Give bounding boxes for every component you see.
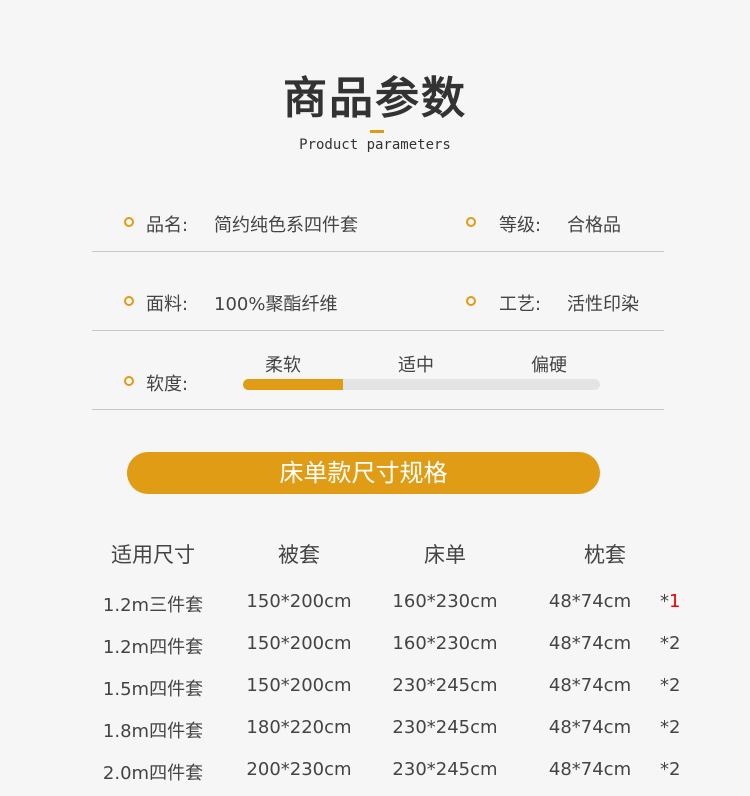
softness-level-hard: 偏硬 (531, 355, 567, 376)
param-value: 活性印染 (567, 294, 639, 315)
table-cell: 48*74cm (548, 675, 632, 696)
param-value: 合格品 (567, 215, 621, 236)
count-value: 2 (669, 633, 681, 654)
table-header: 枕套 (584, 543, 626, 567)
param-value: 简约纯色系四件套 (214, 215, 358, 236)
multiply-sign: * (660, 591, 669, 612)
divider (92, 409, 664, 410)
table-cell: 180*220cm (246, 717, 352, 738)
table-cell: 48*74cm (548, 633, 632, 654)
bullet-icon (124, 376, 134, 386)
table-cell: 2.0m四件套 (102, 763, 204, 784)
count-value: 2 (669, 717, 681, 738)
param-label: 面料: (146, 294, 189, 315)
bullet-icon (466, 217, 476, 227)
table-cell: 48*74cm (548, 591, 632, 612)
pillow-count: *2 (660, 717, 680, 738)
softness-level-medium: 适中 (398, 355, 434, 376)
softness-bar-fill (243, 379, 343, 390)
table-cell: 150*200cm (246, 591, 352, 612)
param-label: 等级: (499, 215, 542, 236)
table-header: 适用尺寸 (111, 543, 195, 567)
table-header: 床单 (424, 543, 466, 567)
bullet-icon (466, 296, 476, 306)
multiply-sign: * (660, 633, 669, 654)
table-header: 被套 (278, 543, 320, 567)
table-cell: 150*200cm (246, 675, 352, 696)
pillow-count: *2 (660, 759, 680, 780)
count-value: 1 (669, 591, 681, 612)
table-cell: 160*230cm (392, 633, 498, 654)
table-cell: 1.8m四件套 (102, 721, 204, 742)
softness-label: 软度: (146, 374, 189, 395)
param-label: 品名: (146, 215, 189, 236)
table-cell: 1.2m三件套 (102, 595, 204, 616)
multiply-sign: * (660, 717, 669, 738)
pillow-count: *2 (660, 633, 680, 654)
param-label: 工艺: (499, 294, 542, 315)
bullet-icon (124, 217, 134, 227)
table-cell: 48*74cm (548, 759, 632, 780)
multiply-sign: * (660, 759, 669, 780)
size-spec-banner: 床单款尺寸规格 (127, 452, 600, 494)
page-title: 商品参数 (283, 73, 467, 124)
table-cell: 150*200cm (246, 633, 352, 654)
table-cell: 160*230cm (392, 591, 498, 612)
count-value: 2 (669, 675, 681, 696)
divider (92, 330, 664, 331)
table-cell: 1.5m四件套 (102, 679, 204, 700)
param-value: 100%聚酯纤维 (214, 294, 338, 315)
softness-level-soft: 柔软 (265, 355, 301, 376)
table-cell: 200*230cm (246, 759, 352, 780)
pillow-count: *1 (660, 591, 680, 612)
page-subtitle: Product parameters (299, 137, 451, 153)
table-cell: 1.2m四件套 (102, 637, 204, 658)
table-cell: 48*74cm (548, 717, 632, 738)
table-cell: 230*245cm (392, 675, 498, 696)
bullet-icon (124, 296, 134, 306)
title-underline (370, 130, 384, 133)
table-cell: 230*245cm (392, 759, 498, 780)
divider (92, 251, 664, 252)
multiply-sign: * (660, 675, 669, 696)
table-cell: 230*245cm (392, 717, 498, 738)
pillow-count: *2 (660, 675, 680, 696)
count-value: 2 (669, 759, 681, 780)
softness-bar (243, 379, 600, 390)
